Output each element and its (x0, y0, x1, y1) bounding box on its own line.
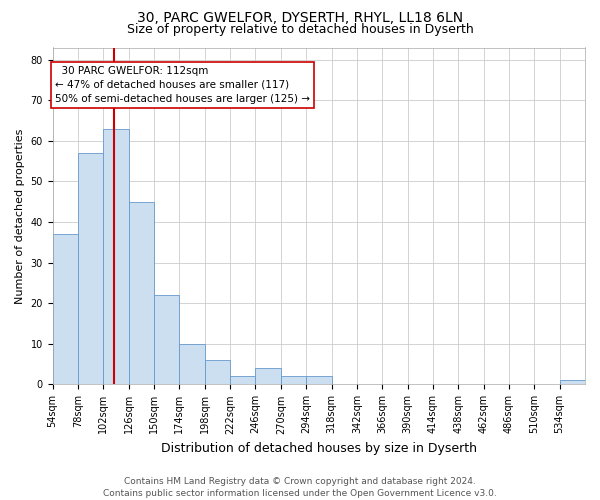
Bar (179, 344, 205, 385)
Bar (205, 360, 230, 384)
Bar (154, 295, 179, 384)
Bar (129, 202, 154, 384)
Bar (560, 380, 585, 384)
Text: 30 PARC GWELFOR: 112sqm
← 47% of detached houses are smaller (117)
50% of semi-d: 30 PARC GWELFOR: 112sqm ← 47% of detache… (55, 66, 310, 104)
Y-axis label: Number of detached properties: Number of detached properties (15, 128, 25, 304)
Bar (53, 234, 78, 384)
Bar (103, 128, 129, 384)
Bar (306, 376, 332, 384)
Text: Contains HM Land Registry data © Crown copyright and database right 2024.
Contai: Contains HM Land Registry data © Crown c… (103, 476, 497, 498)
Bar (256, 368, 281, 384)
Bar (230, 376, 256, 384)
Bar (281, 376, 306, 384)
Text: 30, PARC GWELFOR, DYSERTH, RHYL, LL18 6LN: 30, PARC GWELFOR, DYSERTH, RHYL, LL18 6L… (137, 11, 463, 25)
Bar (78, 153, 103, 384)
Text: Size of property relative to detached houses in Dyserth: Size of property relative to detached ho… (127, 22, 473, 36)
X-axis label: Distribution of detached houses by size in Dyserth: Distribution of detached houses by size … (161, 442, 477, 455)
